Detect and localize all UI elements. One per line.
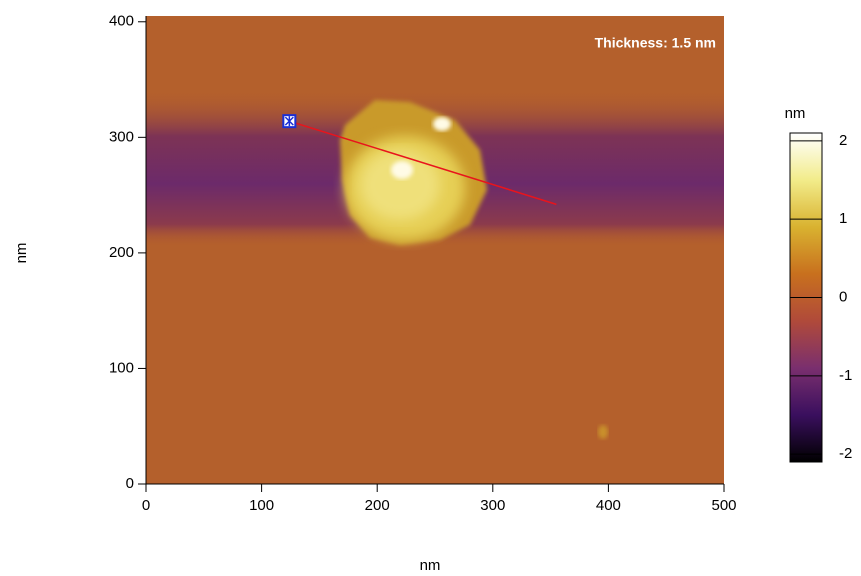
- colorbar-tick-label: -1: [839, 367, 852, 384]
- y-tick-label: 200: [109, 244, 134, 261]
- colorbar-label: nm: [785, 105, 806, 122]
- x-tick-label: 300: [480, 497, 505, 514]
- colorbar-tick-label: 0: [839, 288, 847, 305]
- y-tick-label: 400: [109, 13, 134, 30]
- colorbar-tick-label: 2: [839, 132, 847, 149]
- annotation: Thickness: 1.5 nm: [595, 35, 716, 51]
- x-tick-label: 500: [711, 497, 736, 514]
- x-tick-label: 200: [365, 497, 390, 514]
- y-tick-label: 300: [109, 128, 134, 145]
- x-tick-label: 400: [596, 497, 621, 514]
- y-tick-label: 0: [126, 475, 134, 492]
- afm-image: [146, 16, 724, 484]
- marker-cross: [284, 116, 294, 127]
- y-tick-label: 100: [109, 359, 134, 376]
- profile-line: [289, 120, 557, 206]
- x-tick-label: 0: [142, 497, 150, 514]
- y-axis-label: nm: [13, 243, 30, 264]
- x-axis-label: nm: [420, 557, 441, 574]
- colorbar-tick-label: 1: [839, 210, 847, 227]
- colorbar-tick-label: -2: [839, 445, 852, 462]
- profile-marker: [282, 114, 297, 129]
- x-tick-label: 100: [249, 497, 274, 514]
